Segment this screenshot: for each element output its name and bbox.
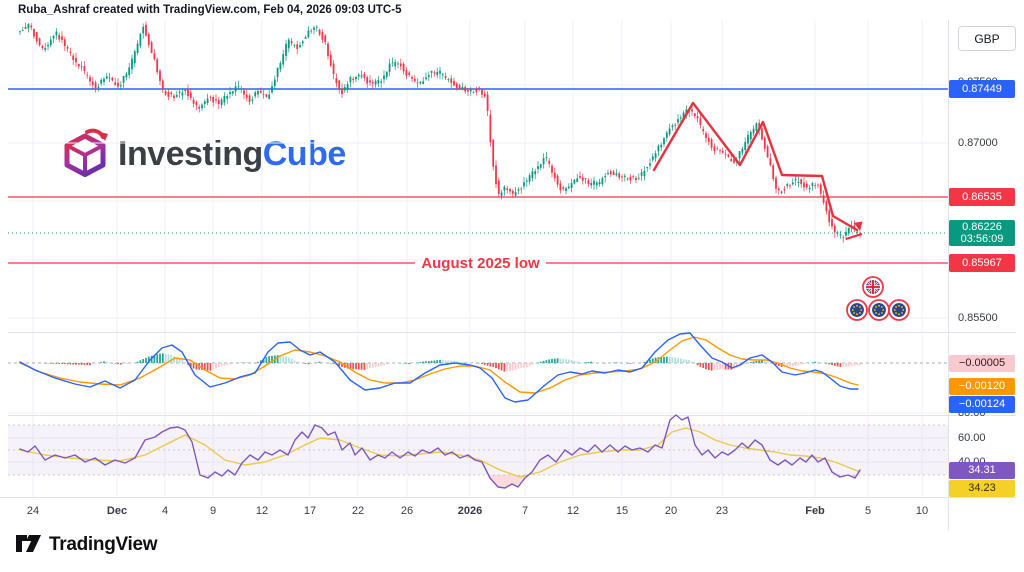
time-axis-tick: 23 (715, 505, 729, 517)
watermark-text-investing: Investing (118, 134, 263, 173)
august-low-annotation[interactable]: August 2025 low (421, 255, 540, 272)
eu-flag-icon[interactable] (846, 299, 868, 321)
macd-signal-value-label: −0.00120 (949, 377, 1015, 395)
time-axis-tick: Feb (805, 505, 825, 517)
time-axis-tick: 9 (209, 505, 217, 517)
macd-line-value-label: −0.00124 (949, 395, 1015, 413)
watermark-text-cube: Cube (262, 134, 347, 173)
time-axis[interactable]: 24 Dec 4 9 12 17 22 26 2026 7 12 15 20 23 Feb 5 10 (0, 498, 1024, 528)
august-2025-low-label: 0.85967 (949, 254, 1015, 272)
tradingview-logo-icon (16, 535, 41, 552)
tradingview-footer-logo[interactable]: TradingView (16, 534, 158, 556)
investingcube-cube-icon (64, 128, 108, 177)
macd-histogram-value-label: −0.00005 (949, 354, 1015, 372)
time-axis-tick: 20 (664, 505, 678, 517)
time-axis-tick: 2026 (457, 505, 483, 517)
time-axis-tick: 22 (351, 505, 365, 517)
resistance-label: 0.87449 (949, 80, 1015, 98)
time-axis-tick: 15 (615, 505, 629, 517)
last-price-label: 0.86226 03:56:09 (949, 220, 1015, 246)
uk-flag-icon[interactable] (862, 276, 884, 298)
price-axis-tick: 0.87000 (958, 137, 998, 149)
eu-flag-icon[interactable] (868, 299, 890, 321)
time-axis-tick: 7 (521, 505, 529, 517)
price-axis-tick: 0.85500 (958, 312, 998, 324)
symbol-badge[interactable]: GBP (958, 26, 1016, 51)
price-axis-tick: 60.00 (958, 432, 986, 444)
eu-flag-icon[interactable] (888, 299, 910, 321)
investingcube-logo: Investing Cube (60, 128, 346, 180)
time-axis-tick: 26 (400, 505, 414, 517)
rsi-value-label: 34.31 (949, 461, 1015, 479)
time-axis-tick: Dec (106, 505, 128, 517)
time-axis-tick: 10 (915, 505, 929, 517)
time-axis-tick: 24 (26, 505, 40, 517)
time-axis-tick: 5 (864, 505, 872, 517)
time-axis-tick: 12 (255, 505, 269, 517)
attribution-text: Ruba_Ashraf created with TradingView.com… (18, 4, 402, 16)
tradingview-logo-text: TradingView (49, 534, 158, 555)
support-broken-label: 0.86535 (949, 188, 1015, 206)
time-axis-tick: 17 (303, 505, 317, 517)
time-axis-tick: 12 (566, 505, 580, 517)
price-axis[interactable]: 0.875000.870000.8550080.0060.0040.000.87… (948, 0, 1024, 530)
rsi-ma-value-label: 34.23 (949, 479, 1015, 497)
time-axis-tick: 4 (161, 505, 169, 517)
